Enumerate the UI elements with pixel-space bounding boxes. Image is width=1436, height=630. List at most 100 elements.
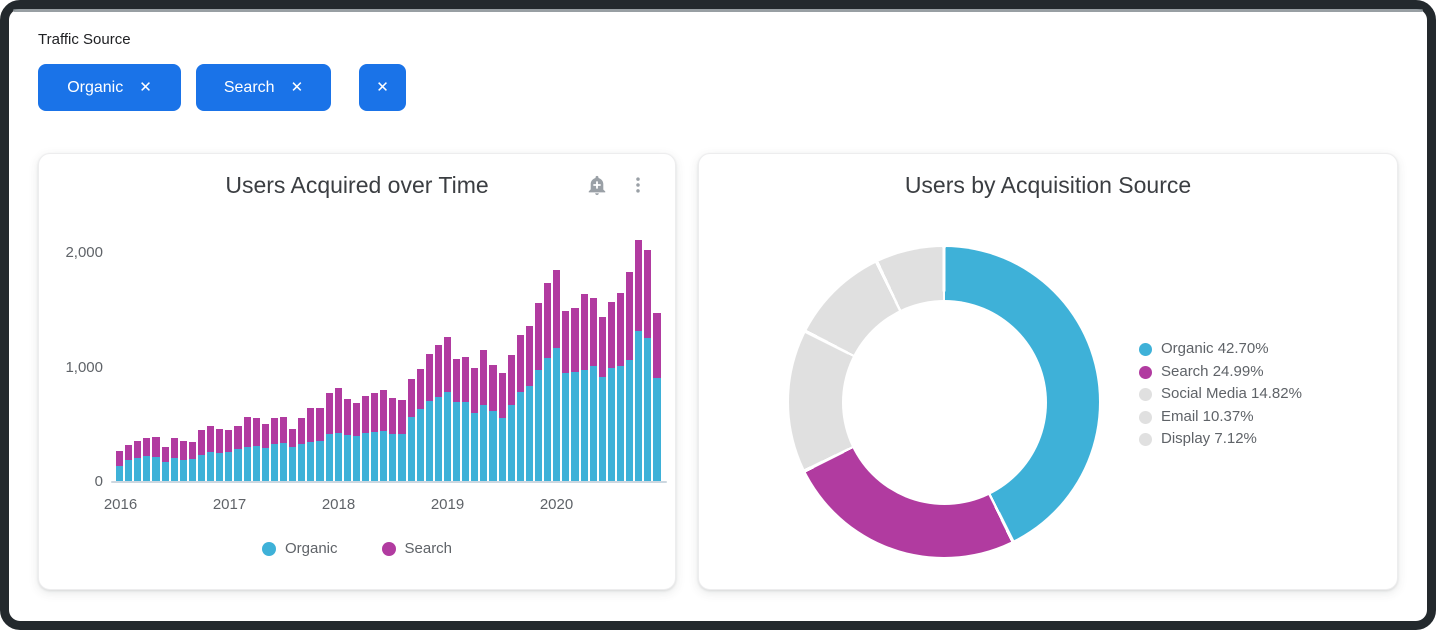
bar-segment-search[interactable]	[143, 437, 151, 457]
bar-segment-organic[interactable]	[325, 433, 333, 482]
bar-segment-search[interactable]	[161, 446, 169, 462]
bar-2019-09[interactable]	[516, 334, 524, 482]
bar-segment-organic[interactable]	[607, 368, 616, 482]
bar-segment-search[interactable]	[152, 437, 160, 457]
bar-segment-search[interactable]	[125, 444, 133, 461]
bar-segment-organic[interactable]	[361, 432, 370, 482]
bar-2019-03[interactable]	[462, 357, 470, 482]
bar-segment-organic[interactable]	[316, 441, 324, 482]
bar-segment-organic[interactable]	[252, 445, 260, 482]
bar-2020-12[interactable]	[653, 312, 661, 482]
filter-chip-search[interactable]: Search ✕	[196, 64, 331, 111]
bar-2017-08[interactable]	[289, 429, 297, 482]
bar-segment-search[interactable]	[343, 398, 351, 436]
bar-2017-04[interactable]	[252, 417, 260, 482]
bar-segment-search[interactable]	[307, 408, 315, 442]
bar-segment-search[interactable]	[535, 303, 543, 370]
bar-segment-organic[interactable]	[152, 456, 160, 482]
bar-2018-06[interactable]	[380, 390, 388, 482]
bar-segment-organic[interactable]	[489, 411, 497, 482]
bar-segment-organic[interactable]	[562, 373, 570, 482]
bar-2017-02[interactable]	[234, 425, 242, 482]
bar-segment-organic[interactable]	[188, 459, 196, 482]
bar-segment-search[interactable]	[116, 450, 124, 466]
bar-2020-04[interactable]	[580, 294, 588, 482]
bar-segment-search[interactable]	[170, 438, 178, 458]
bar-segment-organic[interactable]	[261, 447, 269, 482]
bar-segment-search[interactable]	[571, 308, 579, 372]
bar-segment-organic[interactable]	[161, 462, 169, 482]
bar-segment-organic[interactable]	[307, 441, 315, 482]
bar-2019-08[interactable]	[507, 354, 515, 482]
clear-filter-chip[interactable]: ✕	[359, 64, 406, 111]
bar-segment-search[interactable]	[279, 417, 288, 444]
bar-segment-organic[interactable]	[462, 401, 470, 482]
bar-segment-search[interactable]	[644, 250, 652, 339]
bar-2018-10[interactable]	[416, 369, 424, 482]
bar-2019-10[interactable]	[525, 326, 534, 482]
bar-2016-11[interactable]	[207, 425, 215, 482]
bar-segment-organic[interactable]	[398, 433, 406, 482]
bar-2020-10[interactable]	[635, 240, 643, 482]
bar-2018-03[interactable]	[352, 403, 360, 482]
bar-segment-organic[interactable]	[298, 444, 306, 482]
bar-segment-organic[interactable]	[207, 452, 215, 482]
bar-segment-search[interactable]	[289, 429, 297, 447]
bar-segment-organic[interactable]	[380, 430, 388, 482]
bar-2018-05[interactable]	[371, 393, 379, 482]
bar-2020-09[interactable]	[626, 271, 634, 482]
bar-segment-search[interactable]	[598, 316, 606, 377]
bar-segment-organic[interactable]	[653, 377, 661, 482]
bar-segment-organic[interactable]	[334, 432, 342, 482]
bar-segment-organic[interactable]	[243, 446, 251, 482]
bar-segment-search[interactable]	[225, 430, 233, 453]
bar-segment-organic[interactable]	[279, 443, 288, 482]
bar-2018-12[interactable]	[434, 344, 442, 482]
close-icon[interactable]: ✕	[376, 79, 389, 96]
bar-segment-organic[interactable]	[371, 431, 379, 482]
bar-segment-organic[interactable]	[626, 360, 634, 482]
bar-segment-organic[interactable]	[179, 459, 187, 482]
bar-2016-12[interactable]	[216, 429, 224, 482]
bar-2017-01[interactable]	[225, 430, 233, 482]
bar-2018-07[interactable]	[389, 397, 397, 482]
bar-segment-organic[interactable]	[225, 452, 233, 482]
bar-2020-07[interactable]	[607, 301, 616, 482]
bar-segment-search[interactable]	[334, 388, 342, 433]
bar-2016-02[interactable]	[125, 444, 133, 482]
bar-segment-organic[interactable]	[635, 331, 643, 482]
bar-segment-search[interactable]	[617, 293, 625, 367]
filter-chip-organic[interactable]: Organic ✕	[38, 64, 181, 111]
bar-segment-search[interactable]	[507, 354, 515, 405]
bar-segment-search[interactable]	[407, 378, 415, 418]
bar-2016-05[interactable]	[152, 437, 160, 482]
bar-2016-06[interactable]	[161, 446, 169, 482]
bar-segment-search[interactable]	[462, 357, 470, 402]
bar-segment-organic[interactable]	[134, 458, 142, 482]
bar-segment-search[interactable]	[480, 350, 488, 405]
bar-2020-05[interactable]	[589, 298, 597, 482]
bar-segment-search[interactable]	[471, 368, 479, 414]
bar-segment-organic[interactable]	[617, 366, 625, 482]
bar-segment-organic[interactable]	[598, 376, 606, 482]
bar-2018-01[interactable]	[334, 388, 342, 482]
bar-segment-organic[interactable]	[553, 348, 561, 482]
bar-segment-search[interactable]	[179, 441, 187, 460]
bar-segment-search[interactable]	[298, 417, 306, 445]
bar-segment-search[interactable]	[489, 364, 497, 411]
bar-segment-organic[interactable]	[143, 456, 151, 482]
bar-segment-search[interactable]	[207, 425, 215, 453]
bar-2016-01[interactable]	[116, 450, 124, 482]
bar-2018-02[interactable]	[343, 398, 351, 482]
bar-segment-search[interactable]	[188, 441, 196, 460]
bar-segment-search[interactable]	[270, 417, 278, 445]
bar-segment-organic[interactable]	[389, 433, 397, 482]
bar-segment-search[interactable]	[352, 403, 360, 437]
bar-2017-12[interactable]	[325, 393, 333, 482]
bar-2016-04[interactable]	[143, 437, 151, 482]
bar-2018-04[interactable]	[361, 396, 370, 482]
bar-2019-05[interactable]	[480, 350, 488, 482]
bar-2017-10[interactable]	[307, 408, 315, 482]
bar-segment-search[interactable]	[562, 311, 570, 374]
bar-segment-organic[interactable]	[507, 404, 515, 482]
